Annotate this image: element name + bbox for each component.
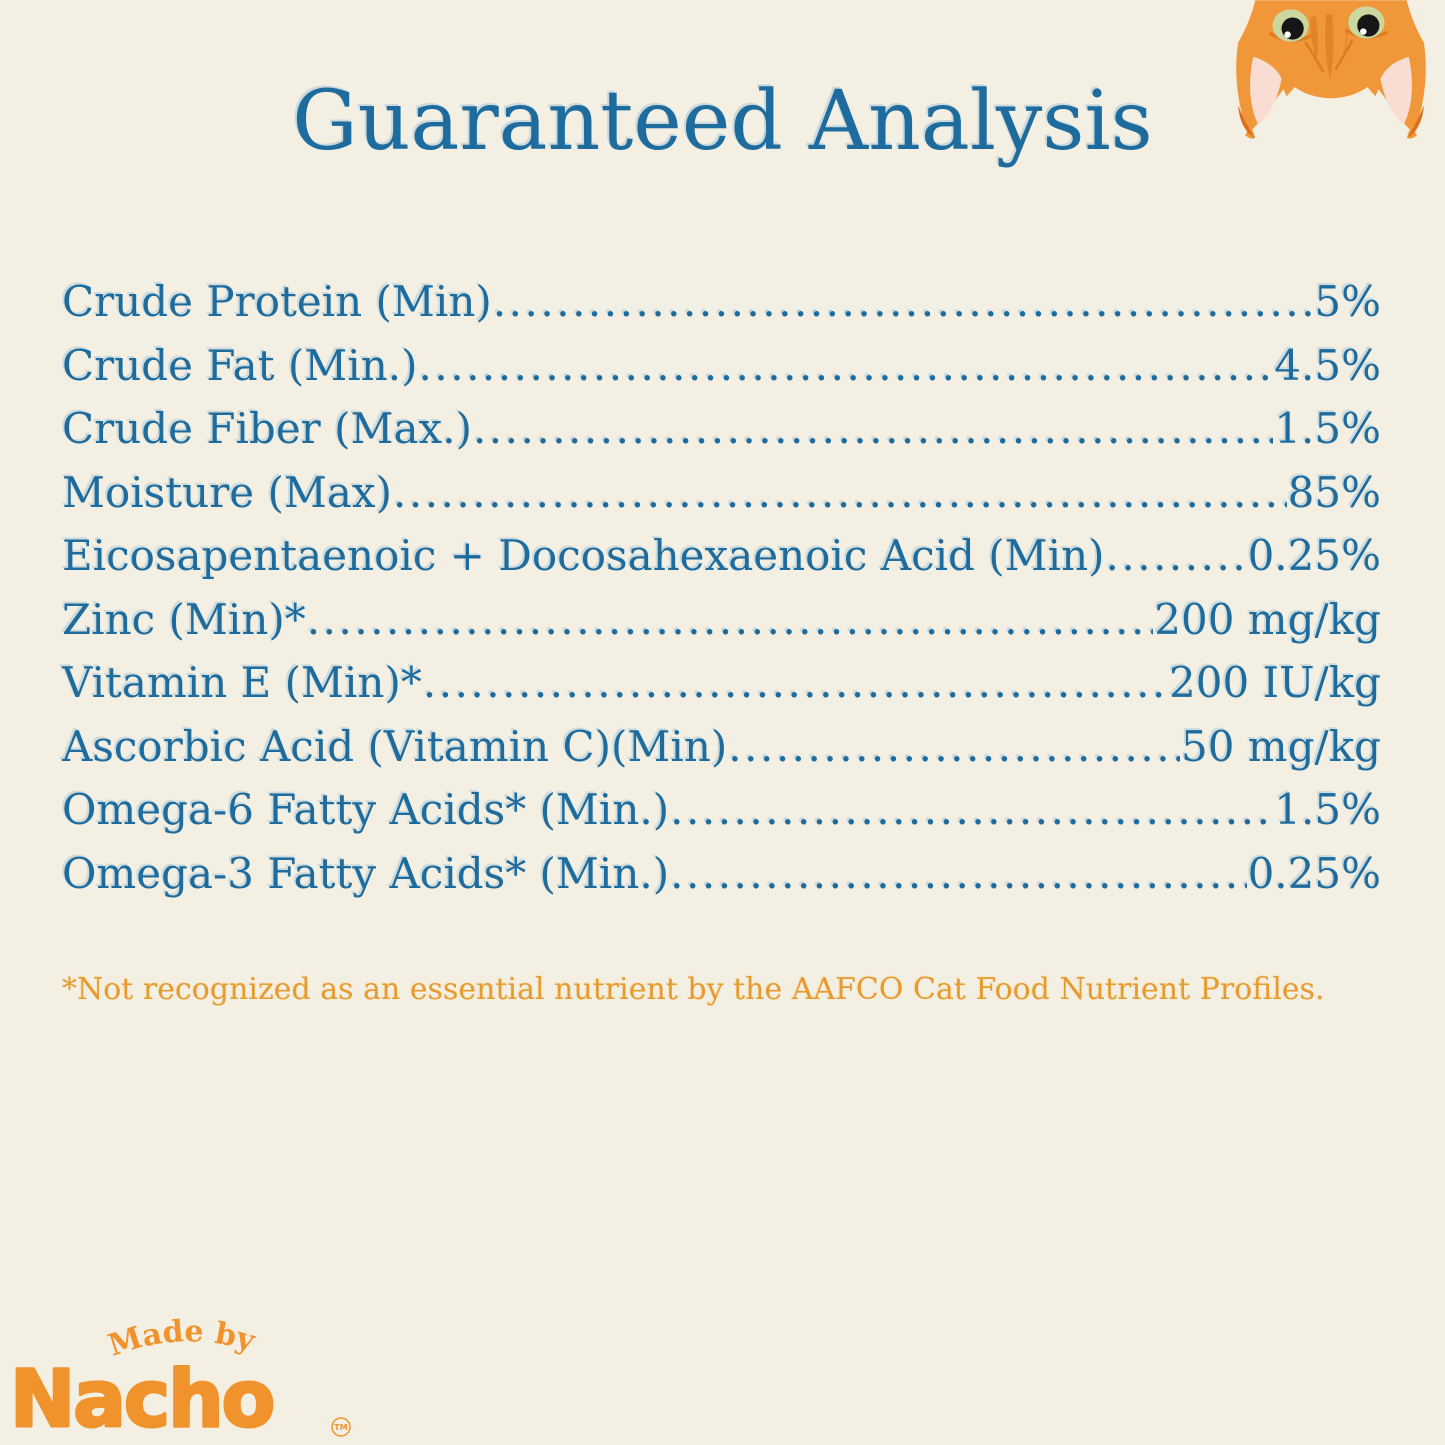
nutrient-label: Moisture (Max) xyxy=(62,467,392,517)
dot-leader xyxy=(419,341,1274,390)
analysis-row: Zinc (Min)* 200 mg/kg xyxy=(62,595,1381,659)
dot-leader xyxy=(307,595,1153,644)
nutrient-value: 200 mg/kg xyxy=(1154,594,1381,644)
trademark-icon xyxy=(331,1417,351,1437)
made-by-nacho-logo: Made by Nacho TM xyxy=(10,1314,351,1442)
analysis-row: Crude Protein (Min) 5% xyxy=(62,277,1381,341)
nutrient-value: 85% xyxy=(1287,467,1381,517)
analysis-row: Moisture (Max) 85% xyxy=(62,468,1381,532)
dot-leader xyxy=(670,785,1273,834)
nutrient-label: Eicosapentaenoic + Docosahexaenoic Acid … xyxy=(62,531,1105,580)
trademark-text: TM xyxy=(334,1423,347,1432)
dot-leader xyxy=(1106,531,1247,580)
nutrient-label: Zinc (Min)* xyxy=(62,594,306,644)
aafco-footnote: *Not recognized as an essential nutrient… xyxy=(62,972,1325,1007)
analysis-row: Vitamin E (Min)* 200 IU/kg xyxy=(62,658,1381,722)
nutrient-label: Omega-6 Fatty Acids* (Min.) xyxy=(62,785,670,834)
cat-peeking-icon xyxy=(1236,0,1426,139)
analysis-row: Crude Fiber (Max.) 1.5% xyxy=(62,404,1381,468)
nutrient-label: Vitamin E (Min)* xyxy=(62,658,422,707)
analysis-row: Crude Fat (Min.) 4.5% xyxy=(62,341,1381,405)
nutrient-label: Crude Fiber (Max.) xyxy=(62,404,472,453)
dot-leader xyxy=(670,849,1246,898)
page-title: Guaranteed Analysis xyxy=(292,74,1153,169)
nutrient-value: 1.5% xyxy=(1274,404,1381,453)
nutrient-value: 1.5% xyxy=(1274,785,1381,834)
nutrient-label: Crude Fat (Min.) xyxy=(62,340,418,390)
nutrient-value: 50 mg/kg xyxy=(1181,721,1381,771)
nutrient-value: 4.5% xyxy=(1274,340,1381,390)
dot-leader xyxy=(393,468,1287,517)
analysis-row: Omega-3 Fatty Acids* (Min.) 0.25% xyxy=(62,849,1381,913)
dot-leader xyxy=(423,658,1168,707)
nutrient-value: 0.25% xyxy=(1247,531,1381,580)
logo-nacho-text: Nacho xyxy=(10,1355,273,1442)
nutrient-value: 200 IU/kg xyxy=(1169,658,1381,707)
analysis-row: Eicosapentaenoic + Docosahexaenoic Acid … xyxy=(62,531,1381,595)
nutrient-value: 5% xyxy=(1314,277,1381,326)
analysis-row: Omega-6 Fatty Acids* (Min.) 1.5% xyxy=(62,785,1381,849)
nutrient-value: 0.25% xyxy=(1247,848,1381,898)
nutrient-label: Crude Protein (Min) xyxy=(62,277,492,326)
guaranteed-analysis-list: Crude Protein (Min) 5% Crude Fat (Min.) … xyxy=(62,277,1381,912)
nutrient-label: Ascorbic Acid (Vitamin C)(Min) xyxy=(62,721,728,771)
dot-leader xyxy=(473,404,1273,453)
nutrient-label: Omega-3 Fatty Acids* (Min.) xyxy=(62,848,670,898)
analysis-row: Ascorbic Acid (Vitamin C)(Min) 50 mg/kg xyxy=(62,722,1381,786)
dot-leader xyxy=(728,722,1180,771)
dot-leader xyxy=(493,277,1314,326)
